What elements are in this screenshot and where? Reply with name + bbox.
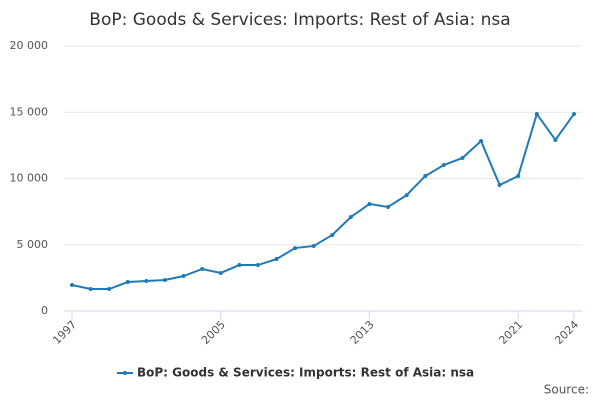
data-point: [70, 283, 74, 288]
data-point: [311, 243, 316, 248]
data-point: [107, 287, 112, 292]
legend-label: BoP: Goods & Services: Imports: Rest of …: [137, 366, 474, 380]
source: Source:: [544, 383, 589, 397]
data-point: [162, 277, 167, 282]
x-tick-label: 2013: [348, 318, 377, 347]
y-tick-label: 5 000: [17, 238, 49, 251]
data-point: [348, 215, 353, 220]
x-tick-label: 2005: [199, 318, 228, 347]
data-point: [367, 201, 372, 206]
data-point: [144, 279, 149, 284]
data-point: [534, 111, 539, 116]
data-point: [274, 257, 279, 262]
y-tick-label: 10 000: [10, 172, 49, 185]
data-point: [386, 204, 391, 209]
data-point: [441, 162, 446, 167]
data-point: [181, 274, 186, 279]
data-point: [516, 173, 521, 178]
data-point: [200, 266, 205, 271]
data-point: [237, 263, 242, 268]
data-point: [88, 287, 93, 292]
data-point: [553, 137, 558, 142]
y-tick-label: 0: [41, 304, 48, 317]
data-point: [460, 155, 465, 160]
data-point: [497, 182, 502, 187]
y-tick-label: 15 000: [10, 105, 49, 118]
chart-title: BoP: Goods & Services: Imports: Rest of …: [89, 10, 510, 30]
series-line: [71, 111, 575, 291]
data-point: [255, 263, 260, 268]
data-point: [330, 232, 335, 237]
data-point: [572, 111, 576, 116]
data-point: [404, 193, 409, 198]
data-point: [293, 246, 298, 251]
data-point: [479, 139, 484, 144]
data-point: [218, 270, 223, 275]
x-tick-label: 1997: [50, 318, 79, 347]
x-tick-label: 2021: [496, 318, 525, 347]
x-tick-label: 2024: [552, 318, 581, 347]
legend-marker: [123, 371, 127, 375]
data-point: [423, 173, 428, 178]
data-point: [125, 279, 130, 284]
y-tick-label: 20 000: [10, 39, 49, 52]
